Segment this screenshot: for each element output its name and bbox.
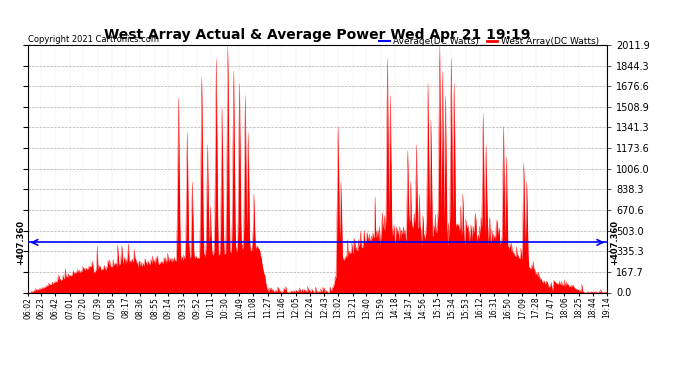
Legend: Average(DC Watts), West Array(DC Watts): Average(DC Watts), West Array(DC Watts) xyxy=(375,33,602,50)
Title: West Array Actual & Average Power Wed Apr 21 19:19: West Array Actual & Average Power Wed Ap… xyxy=(104,28,531,42)
Text: +407.360: +407.360 xyxy=(16,220,25,265)
Text: +407.360: +407.360 xyxy=(610,220,619,265)
Text: Copyright 2021 Cartronics.com: Copyright 2021 Cartronics.com xyxy=(28,35,159,44)
